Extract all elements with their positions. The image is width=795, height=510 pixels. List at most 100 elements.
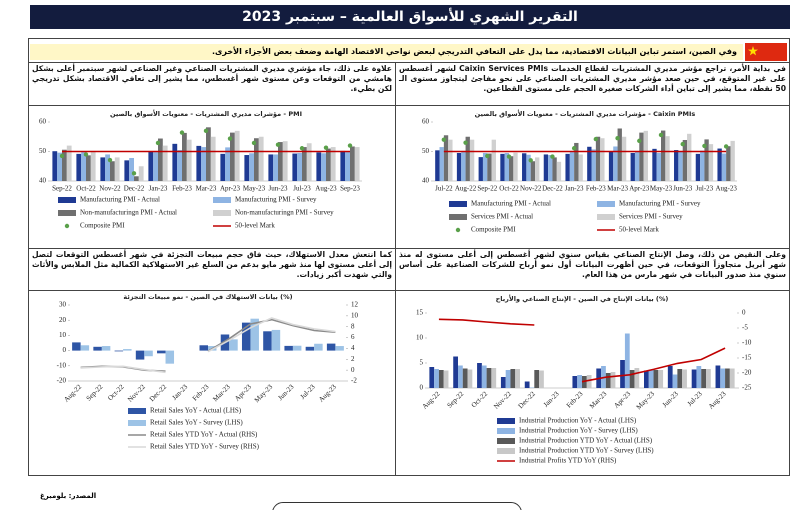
bar xyxy=(715,365,721,388)
paragraph: في بداية الأمر، تراجع مؤشر مديري المشتري… xyxy=(399,64,786,93)
bar xyxy=(258,136,264,181)
bar xyxy=(93,346,102,351)
bar xyxy=(80,345,90,351)
bar xyxy=(478,157,483,181)
x-tick-label: Mar-23 xyxy=(588,390,609,411)
bar xyxy=(62,149,67,181)
paragraph: علاوة على ذلك، جاء مؤشري مديري المشتريات… xyxy=(32,64,392,93)
bar xyxy=(263,331,272,351)
bar xyxy=(443,370,449,388)
legend-label: Composite PMI xyxy=(80,222,125,230)
rule xyxy=(28,105,790,106)
y2-tick-label: 8 xyxy=(351,322,355,330)
bar xyxy=(556,161,562,181)
bar xyxy=(434,369,439,388)
y-tick-label: 0 xyxy=(420,384,424,392)
bar xyxy=(605,373,611,388)
bar xyxy=(672,374,678,388)
bar xyxy=(510,369,516,388)
x-tick-label: Apr-23 xyxy=(612,390,632,410)
bar xyxy=(81,152,86,181)
bar xyxy=(530,161,536,181)
dot xyxy=(299,146,305,151)
bar xyxy=(321,153,326,181)
y-tick-label: 60 xyxy=(422,118,430,126)
y-tick-label: -10 xyxy=(57,361,67,369)
bar xyxy=(458,365,463,388)
bar xyxy=(448,139,453,181)
x-tick-label: Aug-23 xyxy=(707,390,728,411)
bar xyxy=(648,370,654,388)
x-tick-label: Aug-23 xyxy=(715,185,737,193)
x-tick-label: May-23 xyxy=(635,390,657,412)
y2-tick-label: 0 xyxy=(351,366,355,374)
bar xyxy=(504,152,509,181)
x-tick-label: Feb-23 xyxy=(191,383,211,403)
bar xyxy=(124,160,130,181)
rule xyxy=(28,248,790,249)
bar xyxy=(462,368,468,388)
x-tick-label: Apr-23 xyxy=(233,383,253,403)
x-tick-label: Oct-22 xyxy=(499,185,519,193)
y2-tick-label: -25 xyxy=(742,384,752,392)
x-tick-label: Sep-22 xyxy=(52,185,72,193)
chart: بيانات الاستهلاك في الصين - نمو مبيعات ا… xyxy=(57,293,359,451)
bar xyxy=(720,368,726,388)
bar xyxy=(429,367,435,388)
bar xyxy=(595,136,601,181)
content-frame xyxy=(28,38,790,476)
y-tick-label: 50 xyxy=(422,147,430,155)
bar xyxy=(630,152,635,181)
legend-swatch xyxy=(497,448,515,454)
dot xyxy=(528,158,533,163)
bar xyxy=(469,139,475,181)
bar xyxy=(292,153,298,181)
bar xyxy=(586,375,592,388)
bar xyxy=(225,147,230,181)
x-tick-label: Dec-22 xyxy=(124,185,145,193)
bar xyxy=(66,145,72,181)
legend-label: Manufacturing PMI - Actual xyxy=(471,200,551,208)
dot xyxy=(155,140,161,146)
bar xyxy=(500,153,505,181)
x-tick-label: Feb-23 xyxy=(172,185,192,193)
bar xyxy=(254,138,259,181)
legend-swatch xyxy=(213,210,231,216)
legend-label: Services PMI - Survey xyxy=(619,213,683,221)
bar xyxy=(305,346,315,351)
legend-label: Industrial Profits YTD YoY (RHS) xyxy=(519,457,617,465)
y2-tick-label: 0 xyxy=(742,309,746,317)
bar xyxy=(639,132,644,181)
bar xyxy=(350,146,355,181)
legend-swatch xyxy=(449,201,467,207)
flag-star xyxy=(748,46,758,56)
y-tick-label: 20 xyxy=(59,316,67,324)
bar xyxy=(704,139,709,181)
legend-swatch xyxy=(128,420,146,426)
legend-label: Retail Sales YoY - Actual (LHS) xyxy=(150,407,242,415)
x-tick-label: Sep-22 xyxy=(477,185,497,193)
dot xyxy=(251,140,257,146)
line xyxy=(438,318,726,383)
bar xyxy=(326,343,336,351)
x-tick-label: Feb-23 xyxy=(586,185,606,193)
x-tick-label: May-23 xyxy=(650,185,673,193)
bar xyxy=(241,322,251,351)
legend-label: Industrial Production YoY - Survey (LHS) xyxy=(519,427,638,435)
bar xyxy=(316,152,322,181)
dot xyxy=(441,137,447,142)
x-tick-label: Mar-23 xyxy=(196,185,217,193)
bar xyxy=(453,356,458,388)
bar xyxy=(114,350,124,352)
dot xyxy=(593,136,599,142)
bar xyxy=(674,150,679,181)
dot xyxy=(680,141,685,147)
x-tick-label: Aug-23 xyxy=(317,383,338,404)
bar xyxy=(535,157,540,181)
x-tick-label: Sep-22 xyxy=(446,390,466,410)
y2-tick-label: -5 xyxy=(742,324,748,332)
dot xyxy=(702,143,707,149)
x-tick-label: Jun-23 xyxy=(276,383,295,402)
bar xyxy=(658,370,664,388)
x-tick-label: Feb-23 xyxy=(565,390,585,410)
